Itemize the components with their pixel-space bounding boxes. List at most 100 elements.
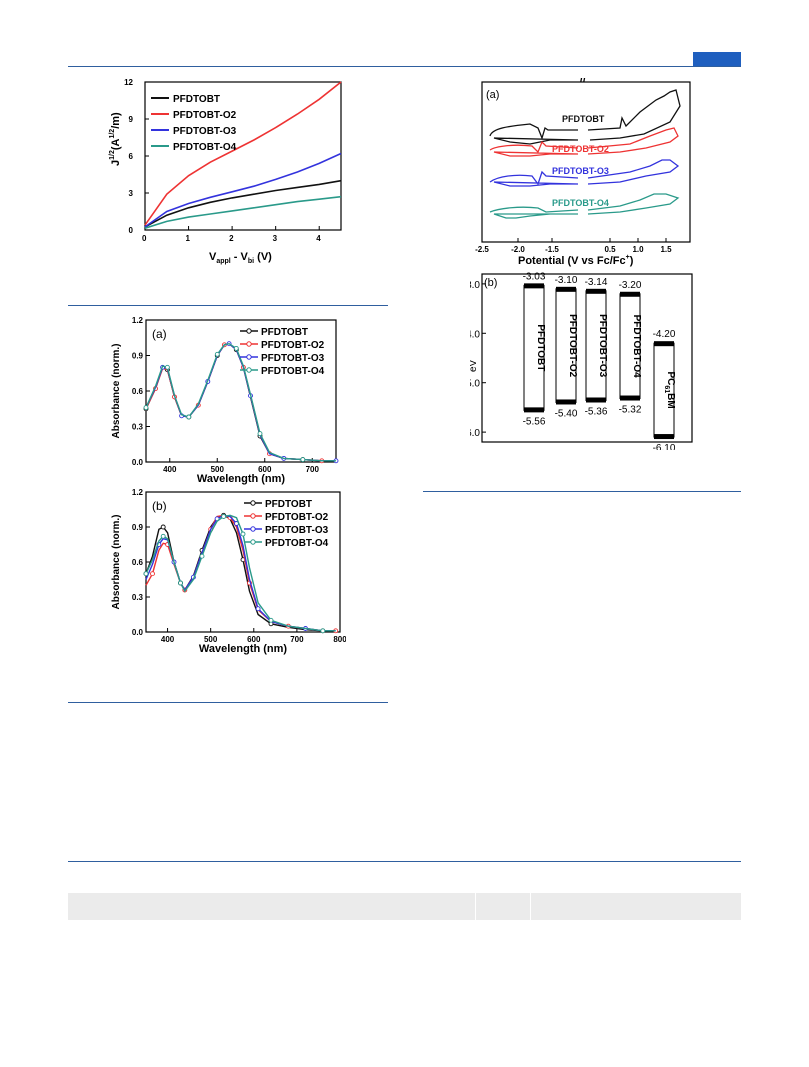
- abs-legend-marker: [250, 539, 256, 545]
- abs-legend-label: PFDTOBT-O4: [265, 538, 329, 549]
- cv-axis-break: //: [580, 78, 586, 85]
- energy-ytick-label: -4.0: [470, 329, 480, 340]
- abs-legend-label: PFDTOBT: [265, 499, 312, 510]
- abs-ytick-label: 0.3: [132, 593, 144, 602]
- abs-xtick-label: 600: [247, 635, 261, 644]
- absorbance-chart-b: (b) 400 500 600 700 800 0.0 0.3 0.6 0.9 1.2 Wavelen…: [111, 488, 346, 655]
- energy-homo-label: -5.40: [555, 408, 578, 419]
- jv-xtick-label: 3: [273, 234, 278, 243]
- abs-xtick-label: 600: [258, 465, 272, 474]
- abs-data-point: [320, 628, 326, 634]
- abs-data-point: [255, 606, 261, 612]
- energy-lumo-label: -4.20: [653, 329, 676, 340]
- abs-legend-marker: [250, 500, 256, 506]
- abs-legend-label: PFDTOBT-O3: [261, 353, 325, 364]
- energy-lumo-line: [620, 291, 640, 297]
- abs-data-point: [164, 364, 170, 370]
- abs-xlabel: Wavelength (nm): [199, 643, 288, 655]
- energy-lumo-label: -3.14: [585, 277, 608, 288]
- energy-lumo-line: [556, 286, 576, 292]
- abs-data-point: [214, 351, 220, 357]
- abs-panel-label: (a): [152, 327, 167, 341]
- jv-xtick-label: 2: [229, 234, 234, 243]
- energy-lumo-line: [654, 341, 674, 347]
- cv-trace-pfdtobt-o2: [489, 127, 679, 157]
- cv-xtick-label: -2.5: [475, 245, 489, 254]
- abs-legend-marker: [246, 328, 252, 334]
- abs-data-point: [143, 405, 149, 411]
- header-rule: [68, 66, 741, 67]
- abs-ytick-label: 0.6: [132, 387, 144, 396]
- abs-ytick-label: 0.3: [132, 423, 144, 432]
- cv-label-o2: PFDTOBT-O2: [552, 144, 609, 154]
- abs-ytick-label: 0.0: [132, 628, 144, 637]
- cv-trace-pfdtobt-o4: [489, 193, 680, 219]
- abs-data-point: [199, 553, 205, 559]
- abs-xtick-label: 700: [306, 465, 320, 474]
- jv-legend-label: PFDTOBT-O4: [173, 142, 237, 153]
- abs-ytick-label: 0.0: [132, 458, 144, 467]
- energy-panel-label: (b): [484, 277, 497, 289]
- energy-lumo-line: [524, 283, 544, 289]
- abs-ylabel: Absorbance (norm.): [111, 514, 122, 609]
- energy-bar-label: PC61BM: [663, 371, 676, 408]
- abs-data-point: [233, 345, 239, 351]
- abs-legend-marker: [246, 367, 252, 373]
- energy-homo-label: -5.36: [585, 406, 608, 417]
- abs-xtick-label: 400: [161, 635, 175, 644]
- table-col-divider-2: [530, 893, 531, 920]
- abs-ytick-label: 1.2: [132, 316, 144, 325]
- abs-data-point: [178, 580, 183, 586]
- abs-data-point: [240, 531, 246, 537]
- energy-bar-label: PFDTOBT: [535, 324, 546, 371]
- table-header-band: [68, 893, 741, 920]
- abs-ytick-label: 0.9: [132, 352, 144, 361]
- abs-legend-marker: [246, 341, 252, 347]
- cv-xlabel: Potential (V vs Fc/Fc+): [518, 254, 634, 267]
- jv-series-line: [144, 152, 342, 228]
- energy-lumo-label: -3.20: [619, 280, 642, 291]
- energy-lumo-label: -3.03: [523, 272, 546, 282]
- abs-series-line: [145, 342, 336, 462]
- abs-legend-marker: [250, 526, 256, 532]
- table-col-divider-1: [475, 893, 476, 920]
- abs-ylabel: Absorbance (norm.): [111, 343, 122, 438]
- jv-legend-label: PFDTOBT-O3: [173, 126, 237, 137]
- cv-xtick-label: -2.0: [511, 245, 525, 254]
- cv-plot-frame: [481, 81, 691, 243]
- abs-legend-label: PFDTOBT-O4: [261, 366, 325, 377]
- cv-panel-label: (a): [486, 89, 499, 101]
- abs-xtick-label: 800: [333, 635, 346, 644]
- cv-xtick-label: 0.5: [604, 245, 616, 254]
- section-rule-4: [68, 861, 741, 862]
- energy-lumo-label: -3.10: [555, 275, 578, 286]
- energy-lumo-line: [586, 288, 606, 294]
- jv-series-line: [144, 195, 342, 229]
- jv-legend-label: PFDTOBT: [173, 94, 220, 105]
- jv-series-line: [144, 81, 342, 226]
- section-rule-1: [68, 305, 388, 306]
- cv-xtick-label: 1.5: [660, 245, 672, 254]
- energy-ytick-label: -5.0: [470, 379, 480, 390]
- section-rule-3: [423, 491, 741, 492]
- abs-ytick-label: 0.9: [132, 523, 144, 532]
- abs-xtick-label: 500: [211, 465, 225, 474]
- abs-data-point: [160, 533, 166, 539]
- energy-homo-label: -5.56: [523, 416, 546, 427]
- abs-data-point: [300, 457, 306, 463]
- energy-level-chart: (b) eV -3.0 -4.0 -5.0 -6.0 -3.03 -5.56 PFDTOB…: [470, 272, 693, 450]
- jv-ytick-label: 12: [124, 78, 133, 87]
- abs-ytick-label: 1.2: [132, 488, 144, 497]
- abs-legend-marker: [250, 513, 256, 519]
- jv-ytick-label: 3: [129, 189, 134, 198]
- cv-label-pfdtobt: PFDTOBT: [562, 114, 605, 124]
- jv-xtick-label: 4: [316, 234, 321, 243]
- jv-series-line: [144, 179, 342, 228]
- abs-xtick-label: 500: [204, 635, 218, 644]
- energy-homo-label: -5.32: [619, 405, 642, 416]
- jv-xtick-label: 0: [142, 234, 147, 243]
- energy-homo-line: [620, 395, 640, 401]
- abs-data-point: [186, 414, 192, 420]
- cv-xtick-label: -1.5: [545, 245, 559, 254]
